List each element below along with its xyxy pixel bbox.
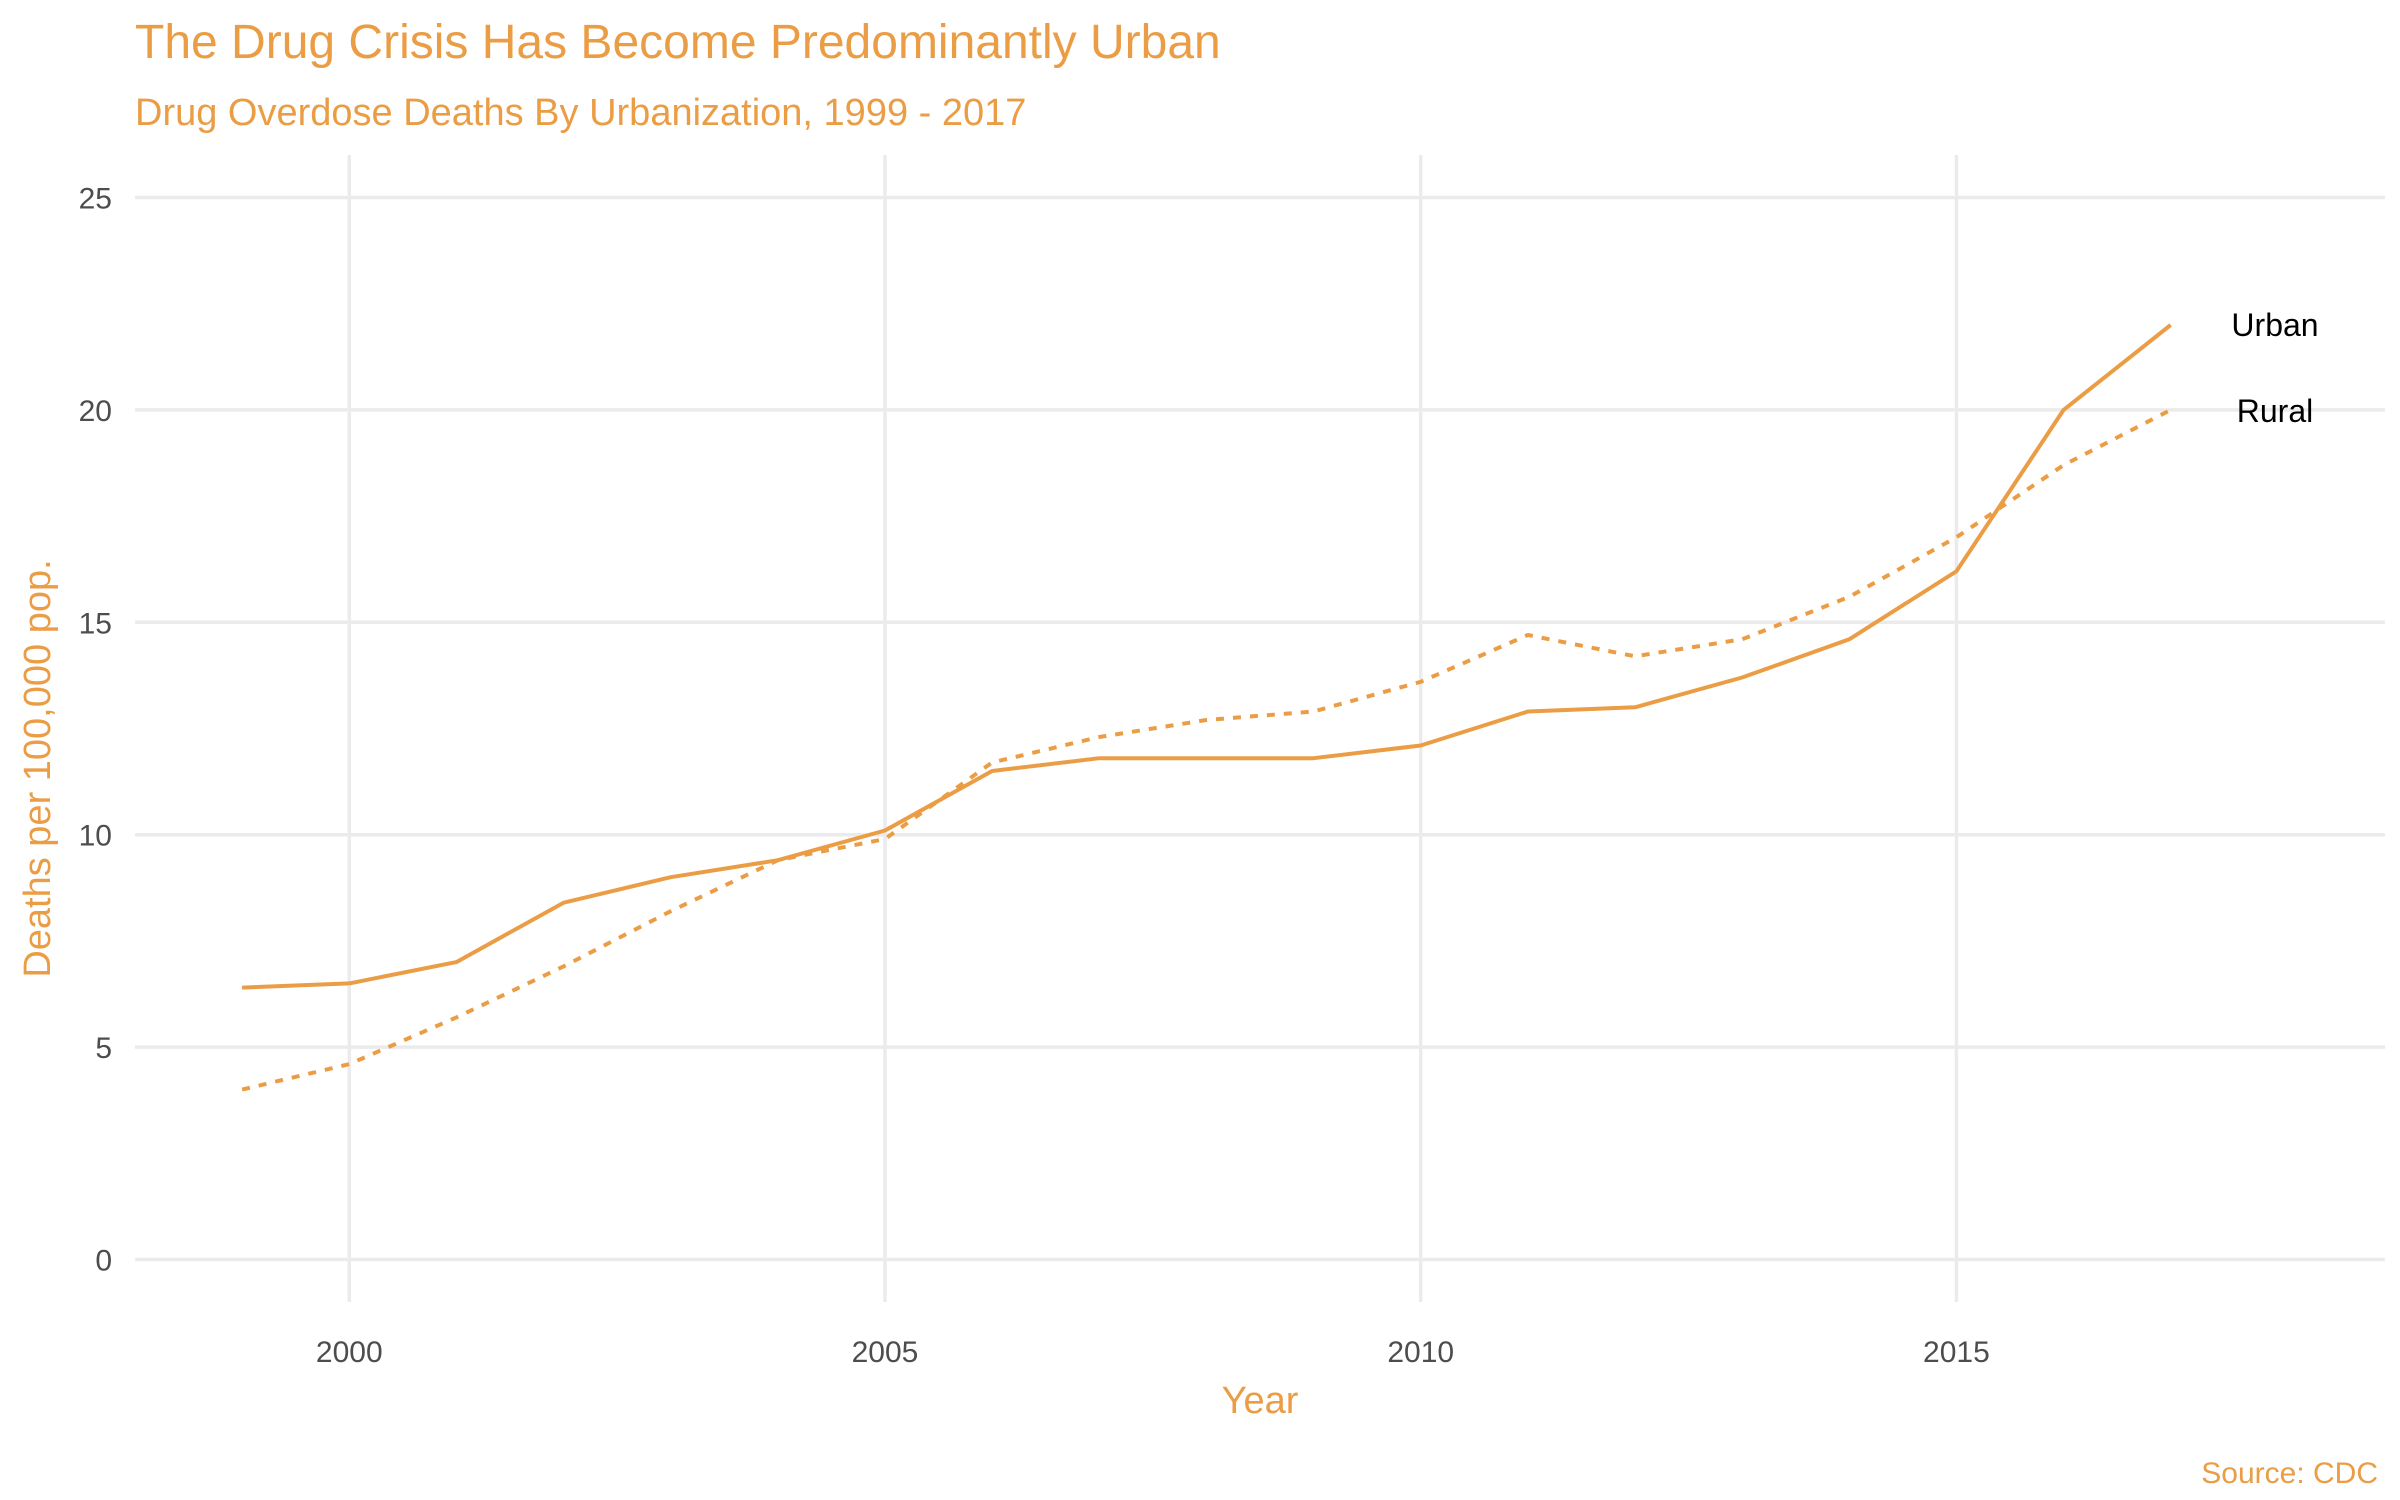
- x-tick-label: 2005: [852, 1336, 919, 1369]
- labels: 0 5 10 15 20 25 2000 2005 2010 2015 Urban Rural The …: [17, 16, 2378, 1490]
- gridlines: [135, 155, 2385, 1302]
- y-tick-label: 10: [79, 820, 112, 853]
- chart-subtitle: Drug Overdose Deaths By Urbanization, 19…: [135, 92, 1026, 134]
- y-tick-label: 20: [79, 395, 112, 428]
- y-tick-label: 25: [79, 182, 112, 215]
- x-tick-label: 2015: [1923, 1336, 1990, 1369]
- x-tick-label: 2010: [1387, 1336, 1454, 1369]
- y-tick-label: 0: [95, 1245, 112, 1278]
- x-axis-title: Year: [1222, 1380, 1299, 1422]
- y-tick-label: 5: [95, 1032, 112, 1065]
- chart-title: The Drug Crisis Has Become Predominantly…: [135, 16, 1221, 69]
- series-line-urban: [242, 323, 2172, 990]
- y-axis-title: Deaths per 100,000 pop.: [17, 559, 59, 977]
- series-label-rural: Rural: [2237, 393, 2313, 429]
- x-tick-label: 2000: [316, 1336, 383, 1369]
- series-label-urban: Urban: [2231, 307, 2318, 343]
- series-line-rural: [241, 408, 2172, 1092]
- source-caption: Source: CDC: [2201, 1457, 2378, 1490]
- series-lines: [241, 323, 2172, 1092]
- y-tick-label: 15: [79, 607, 112, 640]
